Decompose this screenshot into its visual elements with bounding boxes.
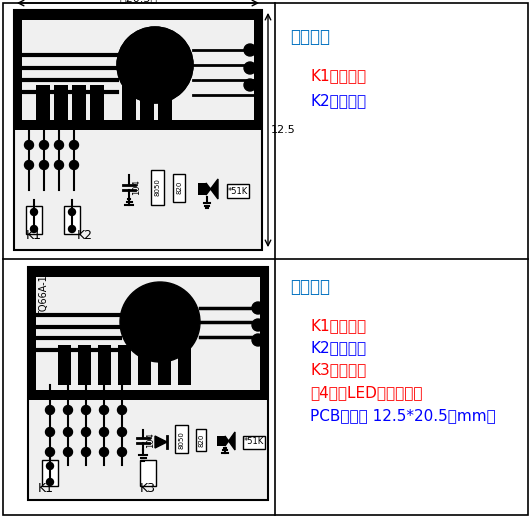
Bar — [138, 345, 151, 385]
Circle shape — [24, 161, 33, 169]
Text: 功能描述: 功能描述 — [290, 28, 330, 46]
Text: 12.5: 12.5 — [271, 125, 296, 135]
Text: K2: K2 — [77, 229, 93, 242]
Bar — [14, 10, 262, 250]
Text: 8050: 8050 — [155, 178, 161, 196]
Circle shape — [55, 140, 64, 150]
Text: *51K: *51K — [228, 186, 248, 195]
Polygon shape — [225, 432, 235, 450]
Text: 820: 820 — [177, 180, 183, 194]
Text: K1：选音键: K1：选音键 — [310, 318, 366, 333]
Bar — [28, 267, 268, 400]
Circle shape — [55, 161, 64, 169]
Bar — [58, 345, 71, 385]
Bar — [26, 206, 42, 234]
Text: 104: 104 — [146, 432, 155, 448]
Bar — [64, 206, 80, 234]
Text: 〈20.5〉: 〈20.5〉 — [119, 0, 157, 3]
Text: 8050: 8050 — [179, 431, 185, 449]
Bar — [22, 20, 254, 120]
Bar — [72, 85, 86, 125]
Circle shape — [68, 209, 75, 215]
Circle shape — [64, 406, 73, 414]
Circle shape — [120, 282, 200, 362]
Bar — [243, 436, 265, 449]
Circle shape — [117, 27, 193, 103]
Circle shape — [47, 463, 54, 469]
Text: PCB尺寸： 12.5*20.5（mm）: PCB尺寸： 12.5*20.5（mm） — [310, 408, 496, 423]
Bar — [98, 345, 111, 385]
Text: TQ66A-1: TQ66A-1 — [39, 275, 49, 316]
Circle shape — [46, 448, 55, 456]
Bar — [158, 345, 171, 385]
Bar — [36, 85, 50, 125]
Circle shape — [117, 427, 126, 437]
Circle shape — [81, 406, 90, 414]
Circle shape — [30, 225, 38, 233]
Circle shape — [47, 479, 54, 485]
Circle shape — [252, 302, 264, 314]
Bar — [140, 85, 154, 125]
Text: K2：放音键: K2：放音键 — [310, 93, 366, 108]
Text: 功能描述: 功能描述 — [290, 278, 330, 296]
Circle shape — [70, 161, 79, 169]
Circle shape — [252, 334, 264, 346]
Bar — [217, 436, 225, 446]
Bar — [178, 345, 191, 385]
Bar — [118, 345, 131, 385]
Circle shape — [117, 448, 126, 456]
Bar — [158, 85, 172, 125]
Polygon shape — [206, 179, 218, 199]
Text: K2：音量键: K2：音量键 — [310, 340, 366, 355]
Circle shape — [81, 448, 90, 456]
Circle shape — [68, 225, 75, 233]
Bar — [175, 425, 188, 453]
Text: K1: K1 — [26, 229, 42, 242]
Circle shape — [99, 406, 108, 414]
Circle shape — [64, 427, 73, 437]
Circle shape — [244, 79, 256, 91]
Bar — [140, 460, 156, 486]
Circle shape — [99, 448, 108, 456]
Polygon shape — [155, 436, 167, 448]
Text: TQ66A: TQ66A — [19, 18, 61, 31]
Bar — [151, 170, 164, 205]
Circle shape — [30, 209, 38, 215]
Bar — [78, 345, 91, 385]
Circle shape — [39, 140, 48, 150]
Circle shape — [244, 62, 256, 74]
Bar — [196, 429, 206, 451]
Circle shape — [252, 319, 264, 331]
Bar — [227, 184, 249, 198]
Bar — [173, 174, 185, 202]
Circle shape — [244, 44, 256, 56]
Text: 笥4脉：LED随音乐闪烁: 笥4脉：LED随音乐闪烁 — [310, 385, 423, 400]
Circle shape — [46, 427, 55, 437]
Bar — [198, 183, 206, 195]
Bar — [122, 85, 136, 125]
Text: *51K: *51K — [244, 438, 264, 447]
Circle shape — [99, 427, 108, 437]
Bar — [14, 10, 262, 130]
Text: K1：选音键: K1：选音键 — [310, 68, 366, 83]
Circle shape — [70, 140, 79, 150]
Text: 820: 820 — [199, 434, 205, 447]
Circle shape — [39, 161, 48, 169]
Bar — [90, 85, 104, 125]
Text: K1: K1 — [38, 482, 54, 495]
Bar — [54, 85, 68, 125]
Text: K3: K3 — [140, 482, 156, 495]
Bar — [28, 267, 268, 500]
Text: 104: 104 — [132, 179, 141, 195]
Circle shape — [81, 427, 90, 437]
Circle shape — [64, 448, 73, 456]
Circle shape — [117, 406, 126, 414]
Circle shape — [24, 140, 33, 150]
Bar — [42, 460, 58, 486]
Text: K3：放音键: K3：放音键 — [310, 362, 366, 377]
Bar — [36, 277, 260, 390]
Circle shape — [117, 27, 193, 103]
Circle shape — [46, 406, 55, 414]
